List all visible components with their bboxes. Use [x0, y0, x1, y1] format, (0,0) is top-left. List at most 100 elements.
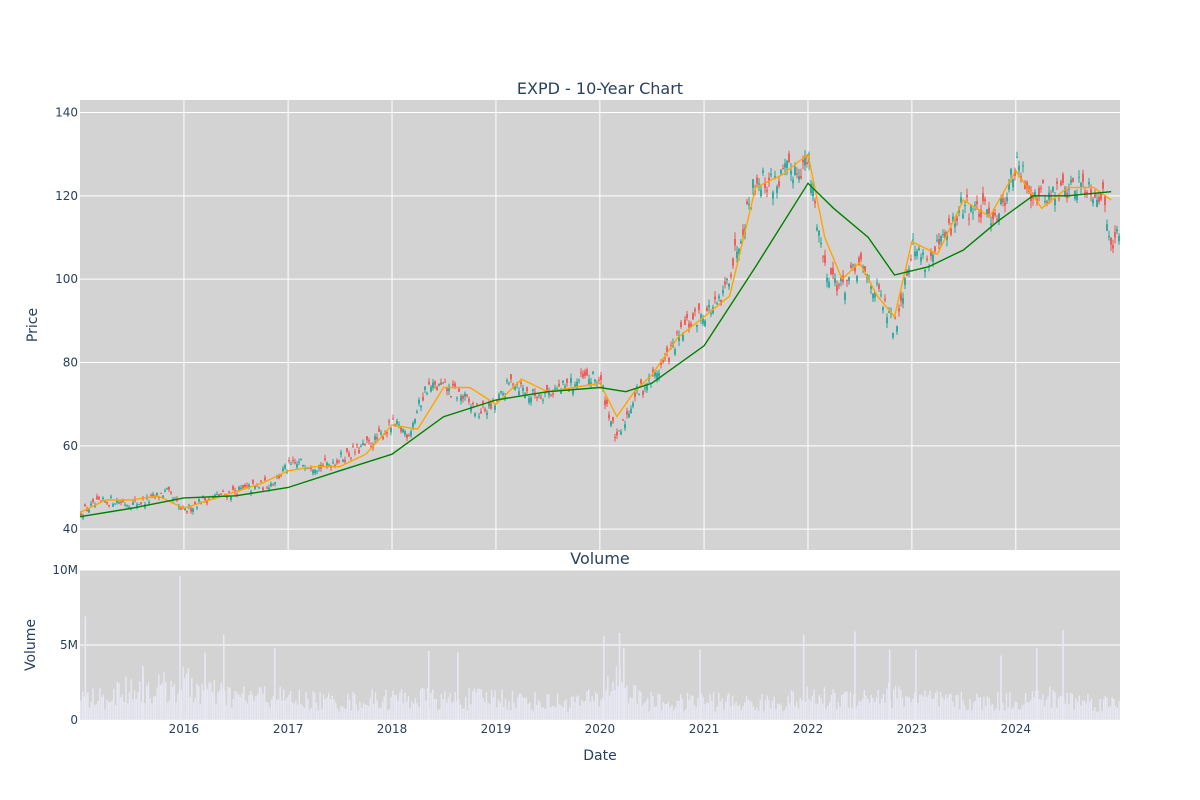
- volume-bar: [1118, 701, 1120, 720]
- candle: [1112, 239, 1114, 254]
- candle: [780, 169, 782, 175]
- volume-bar: [113, 688, 115, 720]
- volume-bar: [149, 698, 151, 720]
- volume-bar: [385, 689, 387, 720]
- volume-bar: [303, 708, 306, 720]
- volume-bar: [584, 700, 586, 720]
- volume-bar: [776, 703, 779, 720]
- candle: [1046, 199, 1048, 207]
- volume-bar: [570, 696, 573, 720]
- volume-bar: [250, 690, 252, 720]
- volume-bar: [215, 703, 217, 720]
- candle: [418, 397, 420, 407]
- candle: [426, 391, 428, 396]
- price-y-tick-label: 140: [55, 106, 78, 120]
- candle: [824, 249, 826, 266]
- candle: [984, 196, 986, 206]
- volume-bar: [636, 704, 638, 720]
- volume-y-tick-label: 5M: [60, 638, 78, 652]
- candle: [460, 394, 462, 405]
- candle: [878, 282, 880, 292]
- volume-bar: [1052, 690, 1054, 720]
- volume-bar: [487, 703, 489, 720]
- x-tick-label: 2017: [273, 722, 304, 736]
- candle: [838, 282, 840, 289]
- candle: [380, 429, 382, 436]
- volume-bar: [352, 692, 354, 720]
- volume-bar: [839, 706, 841, 720]
- candle: [290, 461, 292, 465]
- candle: [740, 238, 742, 244]
- candle: [1096, 193, 1098, 208]
- volume-bar: [166, 703, 169, 720]
- volume-bar: [400, 689, 403, 720]
- volume-bar: [184, 677, 186, 720]
- volume-bar: [282, 689, 285, 720]
- volume-bar: [276, 699, 278, 720]
- volume-bar: [97, 700, 99, 720]
- volume-y-tick-label: 0: [70, 713, 78, 727]
- volume-bar: [1095, 711, 1098, 720]
- volume-bar: [506, 709, 508, 720]
- volume-bar: [1076, 701, 1079, 720]
- volume-bar: [1102, 699, 1105, 720]
- volume-bar: [170, 680, 172, 720]
- volume-bar: [900, 689, 902, 720]
- candle: [570, 373, 572, 387]
- candle: [374, 433, 376, 443]
- volume-bar: [730, 706, 732, 720]
- volume-bar: [887, 682, 890, 720]
- candle: [990, 216, 992, 232]
- volume-bar: [874, 702, 876, 720]
- candle: [298, 458, 300, 466]
- x-tick-label: 2022: [793, 722, 824, 736]
- volume-bar: [626, 685, 628, 720]
- volume-bar: [879, 703, 881, 720]
- candle: [916, 248, 918, 260]
- volume-bar: [1064, 703, 1067, 720]
- candle: [562, 379, 564, 386]
- volume-bar: [430, 692, 432, 720]
- candle: [288, 457, 290, 464]
- volume-bar: [912, 698, 914, 720]
- volume-bar: [298, 689, 300, 720]
- volume-bar: [601, 697, 604, 720]
- volume-bar: [175, 702, 177, 720]
- volume-bar: [237, 694, 240, 720]
- candle: [790, 163, 792, 182]
- volume-bar: [697, 697, 699, 720]
- candle: [910, 254, 912, 262]
- volume-bar: [83, 696, 86, 720]
- volume-bar: [853, 694, 855, 720]
- volume-bar: [565, 699, 567, 720]
- volume-bar-spike: [204, 652, 206, 720]
- volume-bar: [971, 710, 973, 720]
- volume-bar: [470, 704, 472, 720]
- candle: [1110, 237, 1112, 251]
- candle: [706, 305, 708, 312]
- candle: [876, 278, 878, 287]
- volume-bar: [516, 697, 519, 720]
- candle: [332, 458, 334, 465]
- volume-bar: [1066, 693, 1068, 720]
- volume-bar: [756, 707, 758, 720]
- candle: [702, 314, 704, 327]
- volume-bar: [822, 703, 824, 720]
- volume-bar: [728, 692, 730, 720]
- volume-bar: [461, 708, 463, 720]
- volume-bar: [144, 703, 146, 720]
- volume-bar: [1069, 692, 1072, 720]
- volume-bar: [832, 689, 834, 720]
- candle: [280, 474, 282, 478]
- candle: [900, 290, 902, 307]
- volume-bar: [870, 694, 872, 720]
- candle: [626, 407, 628, 419]
- volume-bar: [132, 699, 134, 720]
- price-y-tick-label: 60: [63, 439, 78, 453]
- candle: [812, 181, 814, 202]
- volume-bar: [229, 687, 231, 720]
- candle: [936, 234, 938, 243]
- volume-bar: [1101, 711, 1103, 720]
- candle: [506, 378, 508, 385]
- candle: [274, 481, 276, 487]
